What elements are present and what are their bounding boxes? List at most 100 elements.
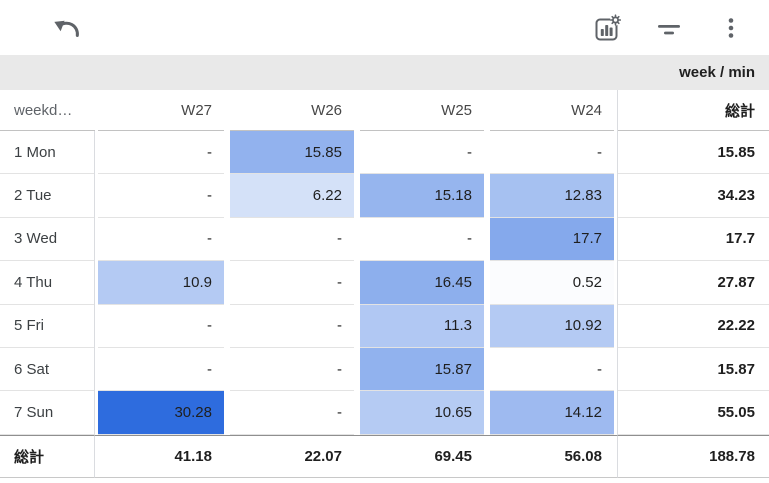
footer-label-value: 総計	[14, 448, 45, 466]
data-cell: -	[227, 305, 357, 348]
grand-total-cell: 188.78	[617, 434, 769, 478]
row-total-cell: 17.7	[617, 217, 769, 262]
row-label: 1 Mon	[0, 131, 95, 175]
row-label: 6 Sat	[0, 347, 95, 392]
chart-settings-button[interactable]	[589, 10, 625, 46]
row-label-value: 3 Wed	[0, 218, 94, 262]
row-total-cell: 15.87	[617, 347, 769, 392]
data-cell-value: 10.65	[360, 391, 484, 435]
data-cell-value: -	[98, 131, 224, 175]
data-cell-value: -	[360, 131, 484, 175]
data-cell: 10.65	[357, 391, 487, 435]
column-header-w27: W27	[95, 90, 227, 131]
data-cell: -	[487, 348, 617, 392]
column-header-w24-value: W24	[490, 90, 614, 131]
data-cell: -	[95, 305, 227, 348]
data-cell: 10.9	[95, 261, 227, 305]
column-header-w27-value: W27	[98, 90, 224, 131]
data-cell-value: 6.22	[230, 174, 354, 218]
data-cell-value: 16.45	[360, 261, 484, 305]
data-cell-value: 17.7	[490, 217, 614, 262]
data-cell-value: -	[98, 348, 224, 392]
data-cell-value: -	[230, 348, 354, 392]
column-total-cell-value: 22.07	[304, 447, 342, 465]
data-cell-value: 30.28	[98, 391, 224, 435]
row-label-value: 7 Sun	[0, 391, 94, 435]
data-cell-value: -	[98, 174, 224, 218]
column-total-cell-value: 41.18	[174, 447, 212, 465]
grand-total-cell-value: 188.78	[709, 447, 755, 465]
data-cell: 16.45	[357, 261, 487, 305]
data-cell-value: 10.9	[98, 261, 224, 305]
data-cell-value: 14.12	[490, 391, 614, 435]
summary-band: week / min	[0, 55, 769, 90]
data-cell: 17.7	[487, 217, 617, 262]
row-label-value: 6 Sat	[0, 348, 94, 392]
row-total-cell-value: 27.87	[618, 261, 769, 305]
column-total-cell: 41.18	[95, 434, 227, 478]
corner-header-value: weekd…	[0, 90, 95, 131]
row-label-value: 4 Thu	[0, 261, 94, 305]
data-cell-value: 15.18	[360, 174, 484, 218]
footer-label: 総計	[0, 434, 95, 478]
undo-button[interactable]	[48, 9, 86, 47]
row-total-cell: 55.05	[617, 391, 769, 435]
data-cell-value: 10.92	[490, 304, 614, 348]
data-cell: 12.83	[487, 174, 617, 218]
data-cell-value: 15.85	[230, 131, 354, 175]
data-cell: -	[227, 348, 357, 392]
data-cell-value: -	[98, 218, 224, 262]
row-total-cell-value: 17.7	[618, 218, 769, 262]
column-header-w25-value: W25	[360, 90, 484, 131]
data-cell-value: -	[98, 305, 224, 348]
column-total-cell-value: 56.08	[564, 447, 602, 465]
data-cell: -	[357, 218, 487, 262]
data-cell: 6.22	[227, 174, 357, 218]
row-total-cell: 15.85	[617, 131, 769, 175]
data-cell: 10.92	[487, 304, 617, 348]
toolbar-right-group	[589, 10, 755, 46]
row-label: 4 Thu	[0, 261, 95, 305]
data-cell-value: -	[230, 391, 354, 435]
data-cell: 15.85	[227, 131, 357, 175]
row-total-cell: 22.22	[617, 304, 769, 348]
data-cell: -	[227, 218, 357, 262]
data-cell-value: -	[490, 348, 614, 392]
data-cell: 14.12	[487, 391, 617, 435]
row-total-cell-value: 22.22	[618, 305, 769, 348]
data-cell: -	[95, 174, 227, 218]
data-cell: 15.18	[357, 174, 487, 218]
column-total-cell: 56.08	[487, 434, 617, 478]
column-header-w26-value: W26	[230, 90, 354, 131]
chart-settings-icon	[593, 13, 621, 42]
filter-button[interactable]	[651, 10, 687, 46]
row-label: 3 Wed	[0, 217, 95, 262]
row-label-value: 5 Fri	[0, 305, 94, 348]
data-cell: -	[95, 131, 227, 175]
data-cell-value: 0.52	[490, 261, 614, 305]
row-label: 7 Sun	[0, 391, 95, 435]
total-column-header: 総計	[617, 90, 769, 131]
column-total-cell: 22.07	[227, 434, 357, 478]
filter-icon	[655, 14, 683, 42]
more-vert-icon	[717, 14, 745, 42]
column-header-w24: W24	[487, 90, 617, 131]
row-total-cell-value: 34.23	[618, 174, 769, 218]
column-total-cell-value: 69.45	[434, 447, 472, 465]
row-label: 2 Tue	[0, 174, 95, 218]
data-cell-value: -	[490, 131, 614, 175]
data-cell: 30.28	[95, 391, 227, 435]
data-cell: -	[95, 348, 227, 392]
row-total-cell-value: 15.87	[618, 348, 769, 392]
data-cell: 11.3	[357, 304, 487, 348]
toolbar	[0, 0, 769, 55]
pivot-table: weekd… W27 W26 W25 W24 総計 1 Mon -15.85- -15.85 2 …	[0, 90, 769, 478]
column-header-w26: W26	[227, 90, 357, 131]
data-cell: -	[227, 261, 357, 305]
data-cell-value: -	[230, 261, 354, 305]
data-cell-value: 15.87	[360, 347, 484, 392]
more-button[interactable]	[713, 10, 749, 46]
row-label-value: 2 Tue	[0, 174, 94, 218]
column-total-cell: 69.45	[357, 434, 487, 478]
data-cell: -	[357, 131, 487, 175]
